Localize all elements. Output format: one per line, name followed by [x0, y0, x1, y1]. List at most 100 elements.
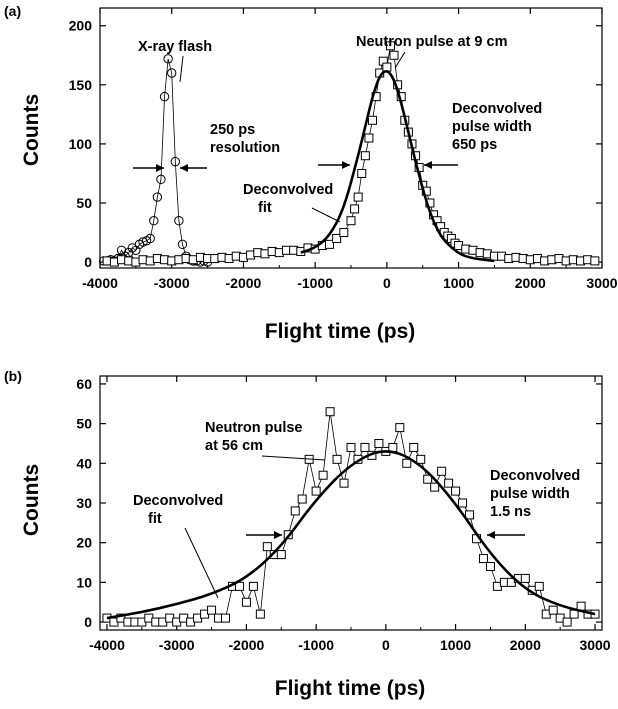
leader-fit-a	[311, 207, 341, 223]
arrow-width-left-head	[342, 161, 350, 169]
data-point-circle	[152, 192, 163, 202]
x-tick-label: 1000	[443, 275, 474, 291]
data-point-square	[346, 216, 356, 226]
x-tick-label: -1000	[297, 275, 333, 291]
x-tick-label: 3000	[586, 275, 617, 291]
panel-b-x-axis-label: Flight time (ps)	[275, 677, 426, 700]
data-point-square	[207, 605, 217, 615]
data-point-square	[458, 498, 468, 508]
annotation-xray-flash: X-ray flash	[138, 39, 212, 55]
data-point-square	[339, 228, 349, 238]
annotation-resolution-2: resolution	[210, 140, 280, 156]
x-tick-label: 1000	[440, 637, 471, 653]
data-point-square	[318, 470, 328, 480]
data-point-square	[255, 609, 265, 619]
data-point-square	[324, 239, 334, 249]
data-point-circle	[149, 216, 159, 226]
annotation-fit-1: Deconvolved	[243, 182, 333, 198]
y-tick-label: 0	[84, 254, 92, 270]
y-tick-label: 40	[76, 455, 92, 471]
leader-xray	[179, 55, 184, 83]
data-point-square	[297, 494, 307, 504]
leader-fit-b	[184, 527, 219, 599]
data-point-square	[374, 438, 384, 448]
data-point-square	[325, 407, 335, 417]
annotation-deconv-width-3: 650 ps	[452, 137, 497, 153]
data-point-circle	[145, 233, 155, 244]
data-point-square	[339, 478, 349, 488]
fit-line	[300, 69, 495, 263]
x-tick-label: -4000	[89, 637, 125, 653]
x-tick-label: -4000	[82, 275, 118, 291]
data-point-square	[357, 168, 367, 178]
data-point-circle	[174, 216, 184, 226]
data-point-square	[402, 458, 412, 468]
y-tick-label: 150	[69, 77, 93, 93]
panel-b-series	[102, 407, 600, 627]
data-connector-line	[103, 58, 208, 263]
data-point-square	[332, 454, 342, 464]
annotation-fit-b-1: Deconvolved	[133, 493, 223, 509]
data-point-square	[290, 506, 300, 516]
data-point-square	[332, 233, 342, 243]
data-point-square	[423, 474, 433, 484]
panel-b-y-axis-label: Counts	[20, 464, 43, 536]
data-point-square	[562, 617, 572, 627]
data-point-square	[465, 510, 475, 520]
annotation-deconv-width-2: pulse width	[452, 119, 532, 135]
data-point-square	[430, 482, 440, 492]
x-tick-label: -2000	[229, 637, 265, 653]
data-point-square	[368, 115, 378, 125]
data-point-square	[276, 550, 286, 560]
data-point-square	[346, 442, 356, 452]
data-point-square	[409, 442, 419, 452]
annotation-deconv-width-b-2: pulse width	[490, 486, 570, 502]
data-point-square	[241, 597, 251, 607]
data-point-square	[444, 478, 454, 488]
panel-b: (b) -4000 -3000 -2000 -1000 0 1000 2000 3000 0 10…	[4, 368, 611, 700]
data-point-square	[534, 581, 544, 591]
x-tick-label: -3000	[154, 275, 190, 291]
data-point-square	[478, 554, 488, 564]
annotation-deconv-width-1: Deconvolved	[452, 101, 542, 117]
data-point-circle	[167, 68, 177, 78]
x-tick-label: -2000	[226, 275, 262, 291]
data-point-square	[248, 581, 258, 591]
panel-b-annotation-arrows	[184, 455, 525, 599]
panel-a-x-axis-label: Flight time (ps)	[265, 320, 416, 343]
data-point-square	[353, 192, 363, 202]
data-point-square	[360, 151, 370, 161]
data-point-circle	[163, 54, 173, 64]
data-point-circle	[177, 239, 188, 250]
annotation-neutron-9cm: Neutron pulse at 9 cm	[356, 34, 507, 50]
x-tick-label: -1000	[298, 637, 334, 653]
data-point-square	[385, 41, 395, 51]
x-tick-label: 0	[383, 275, 391, 291]
data-point-square	[548, 605, 558, 615]
data-point-square	[416, 454, 426, 464]
annotation-fit-2: fit	[258, 200, 272, 216]
y-tick-label: 50	[76, 195, 92, 211]
data-point-circle	[159, 91, 170, 102]
panel-b-label: (b)	[4, 368, 22, 384]
arrow-width-right-head	[424, 161, 432, 169]
data-point-square	[485, 562, 495, 571]
data-point-square	[350, 204, 360, 214]
data-point-square	[311, 486, 321, 496]
leader-neutron-56cm	[261, 455, 326, 461]
arrow-width-b-left-head	[274, 531, 282, 539]
data-point-square	[388, 442, 398, 452]
annotation-fit-b-2: fit	[148, 511, 162, 527]
data-point-square	[389, 50, 399, 60]
annotation-resolution-1: 250 ps	[210, 122, 255, 138]
x-tick-label: -3000	[159, 637, 195, 653]
data-point-circle	[170, 156, 181, 167]
y-tick-label: 10	[76, 574, 92, 590]
y-tick-label: 100	[69, 136, 93, 152]
x-tick-label: 2000	[510, 637, 541, 653]
data-point-square	[395, 423, 405, 433]
data-point-square	[437, 466, 447, 476]
arrow-width-b-right-head	[487, 531, 495, 539]
data-point-square	[451, 486, 461, 496]
data-point-square	[364, 133, 374, 143]
